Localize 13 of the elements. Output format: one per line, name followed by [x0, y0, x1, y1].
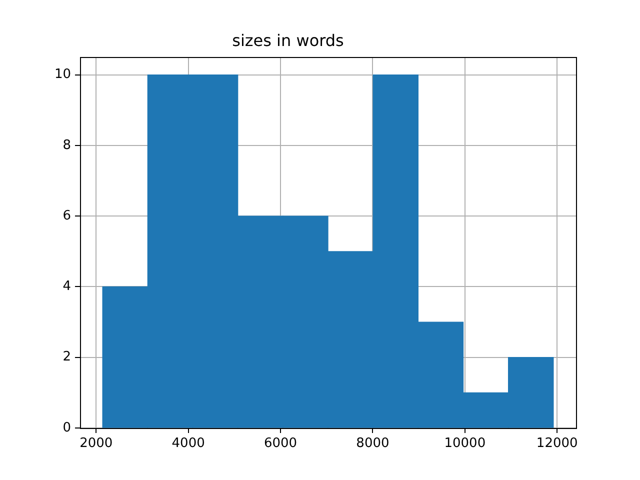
y-tick-label: 2	[62, 350, 71, 365]
chart-title: sizes in words	[232, 30, 344, 50]
y-tick-label: 4	[62, 279, 71, 294]
y-tick-label: 8	[62, 138, 71, 153]
x-tick-label: 2000	[80, 436, 113, 452]
x-tick-label: 10000	[444, 436, 486, 452]
x-tick-label: 8000	[356, 436, 390, 452]
x-tick-label: 4000	[172, 436, 205, 452]
x-tick-label: 6000	[264, 436, 298, 452]
y-tick-label: 0	[62, 420, 71, 436]
y-tick-label: 6	[62, 208, 71, 224]
x-tick-label: 12000	[536, 436, 578, 452]
y-tick-label: 10	[54, 67, 71, 82]
